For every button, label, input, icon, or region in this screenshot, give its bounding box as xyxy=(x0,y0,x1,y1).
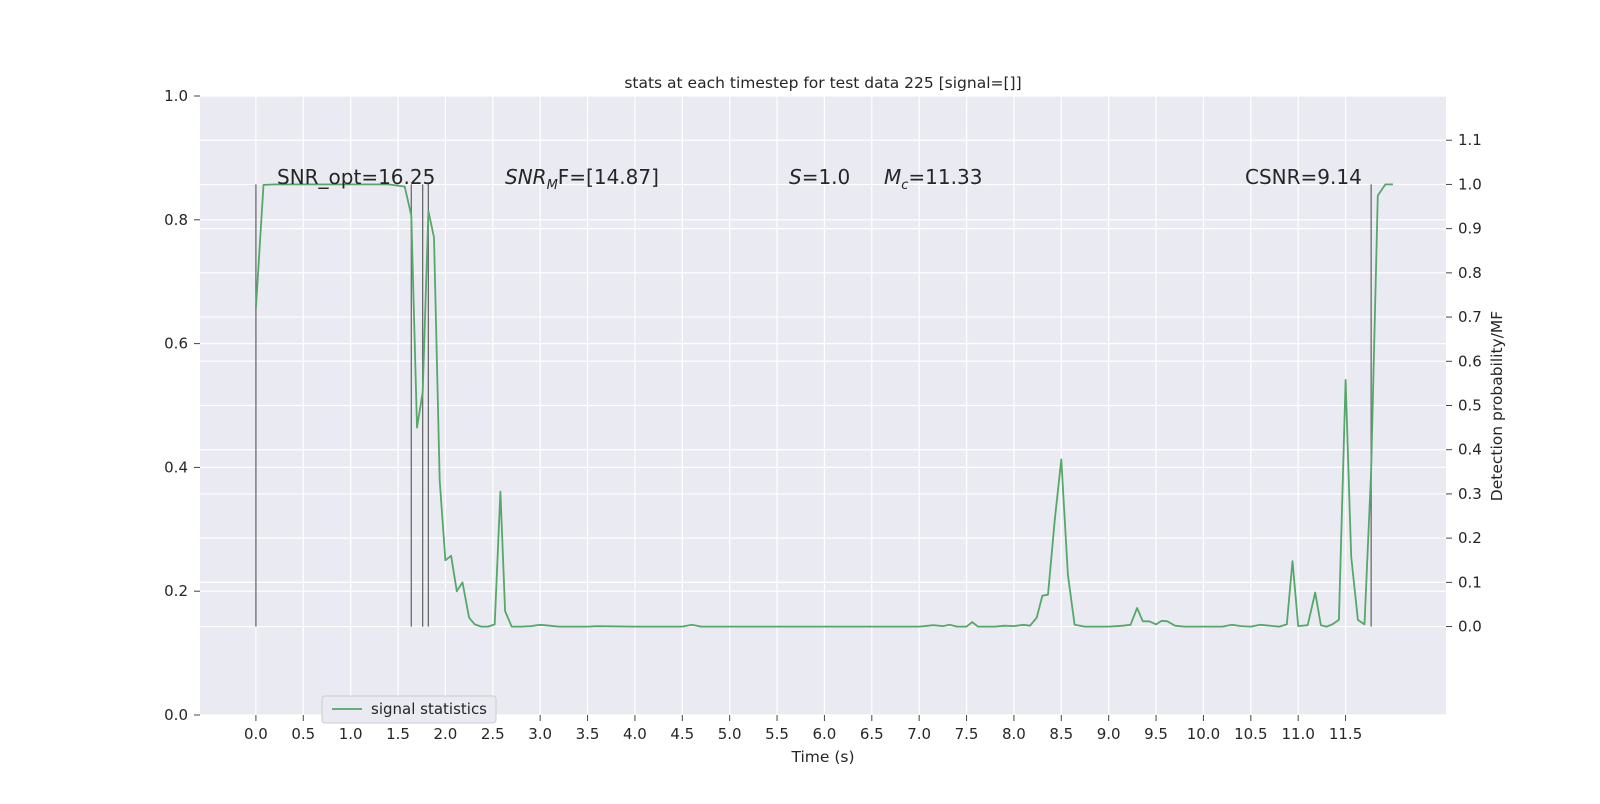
annotation-snr-mf-sub: M xyxy=(547,178,558,193)
y-tick-label: 0.4 xyxy=(164,458,188,476)
legend-label: signal statistics xyxy=(371,700,487,718)
x-tick-label: 5.5 xyxy=(765,725,789,743)
annotation-mc-rest: =11.33 xyxy=(908,165,982,189)
x-tick-label: 6.5 xyxy=(860,725,884,743)
annotation-mc-main: M xyxy=(884,165,901,189)
annotation-s-main: S xyxy=(789,165,802,189)
y2-tick-label: 0.3 xyxy=(1458,485,1482,503)
y2-tick-label: 0.8 xyxy=(1458,264,1482,282)
x-tick-label: 3.0 xyxy=(528,725,552,743)
y2-tick-label: 0.9 xyxy=(1458,220,1482,238)
vertical-markers xyxy=(255,184,1372,627)
x-tick-label: 2.0 xyxy=(433,725,457,743)
annotation-mc-sub: c xyxy=(901,178,908,193)
legend-box xyxy=(321,695,497,724)
y2-tick-label: 0.4 xyxy=(1458,441,1482,459)
x-tick-label: 1.0 xyxy=(339,725,363,743)
annotations: SNR_opt=16.25 SNRMF=[14.87] S=1.0 Mc=11.… xyxy=(277,165,1362,193)
annotation-mc: Mc=11.33 xyxy=(884,165,982,193)
annotation-snr-mf: SNRMF=[14.87] xyxy=(505,165,659,193)
series-line xyxy=(255,183,1393,628)
x-tick-label: 8.5 xyxy=(1049,725,1073,743)
y-ticks: 0.0 0.2 0.4 0.6 0.8 1.0 xyxy=(164,87,200,724)
y2-tick-label: 0.6 xyxy=(1458,352,1482,370)
legend: signal statistics xyxy=(321,695,497,724)
x-ticks: 0.0 0.5 1.0 1.5 2.0 2.5 3.0 3.5 4.0 4.5 5.0 5.5 6.0 6… xyxy=(244,715,1362,743)
x-tick-label: 1.5 xyxy=(386,725,410,743)
y-tick-label: 0.0 xyxy=(164,706,188,724)
x-tick-label: 7.5 xyxy=(955,725,979,743)
annotation-csnr: CSNR=9.14 xyxy=(1245,165,1362,189)
y2-tick-label: 1.1 xyxy=(1458,131,1482,149)
y2-tick-label: 0.2 xyxy=(1458,529,1482,547)
y2-tick-label: 1.0 xyxy=(1458,175,1482,193)
y-tick-label: 0.8 xyxy=(164,211,188,229)
y2-axis-label: Detection probability/MF xyxy=(1488,311,1506,502)
y-tick-label: 1.0 xyxy=(164,87,188,105)
x-tick-label: 10.0 xyxy=(1187,725,1220,743)
chart-title: stats at each timestep for test data 225… xyxy=(624,74,1021,92)
annotation-s-rest: =1.0 xyxy=(802,165,851,189)
x-tick-label: 8.0 xyxy=(1002,725,1026,743)
x-tick-label: 11.5 xyxy=(1329,725,1362,743)
annotation-s: S=1.0 xyxy=(789,165,850,189)
x-tick-label: 5.0 xyxy=(718,725,742,743)
annotation-snr-mf-rest: F=[14.87] xyxy=(558,165,659,189)
x-tick-label: 0.5 xyxy=(291,725,315,743)
x-tick-label: 3.5 xyxy=(576,725,600,743)
x-tick-label: 10.5 xyxy=(1234,725,1267,743)
grid xyxy=(200,95,1446,716)
x-tick-label: 11.0 xyxy=(1281,725,1314,743)
x-tick-label: 7.0 xyxy=(907,725,931,743)
series-layer xyxy=(255,183,1393,628)
y-tick-label: 0.6 xyxy=(164,335,188,353)
annotation-snr-opt: SNR_opt=16.25 xyxy=(277,165,435,189)
x-tick-label: 2.5 xyxy=(481,725,505,743)
x-tick-label: 9.5 xyxy=(1144,725,1168,743)
annotation-snr-mf-main: SNR xyxy=(505,165,547,189)
y2-tick-label: 0.0 xyxy=(1458,618,1482,636)
y2-tick-label: 0.5 xyxy=(1458,397,1482,415)
x-tick-label: 0.0 xyxy=(244,725,268,743)
y2-tick-label: 0.7 xyxy=(1458,308,1482,326)
y-tick-label: 0.2 xyxy=(164,582,188,600)
x-tick-label: 4.5 xyxy=(670,725,694,743)
x-tick-label: 4.0 xyxy=(623,725,647,743)
x-axis-label: Time (s) xyxy=(790,748,854,766)
y2-ticks: 0.0 0.1 0.2 0.3 0.4 0.5 0.6 0.7 0.8 0.9 1.0 1.1 xyxy=(1446,131,1482,636)
x-tick-label: 9.0 xyxy=(1097,725,1121,743)
y2-tick-label: 0.1 xyxy=(1458,573,1482,591)
x-tick-label: 6.0 xyxy=(812,725,836,743)
